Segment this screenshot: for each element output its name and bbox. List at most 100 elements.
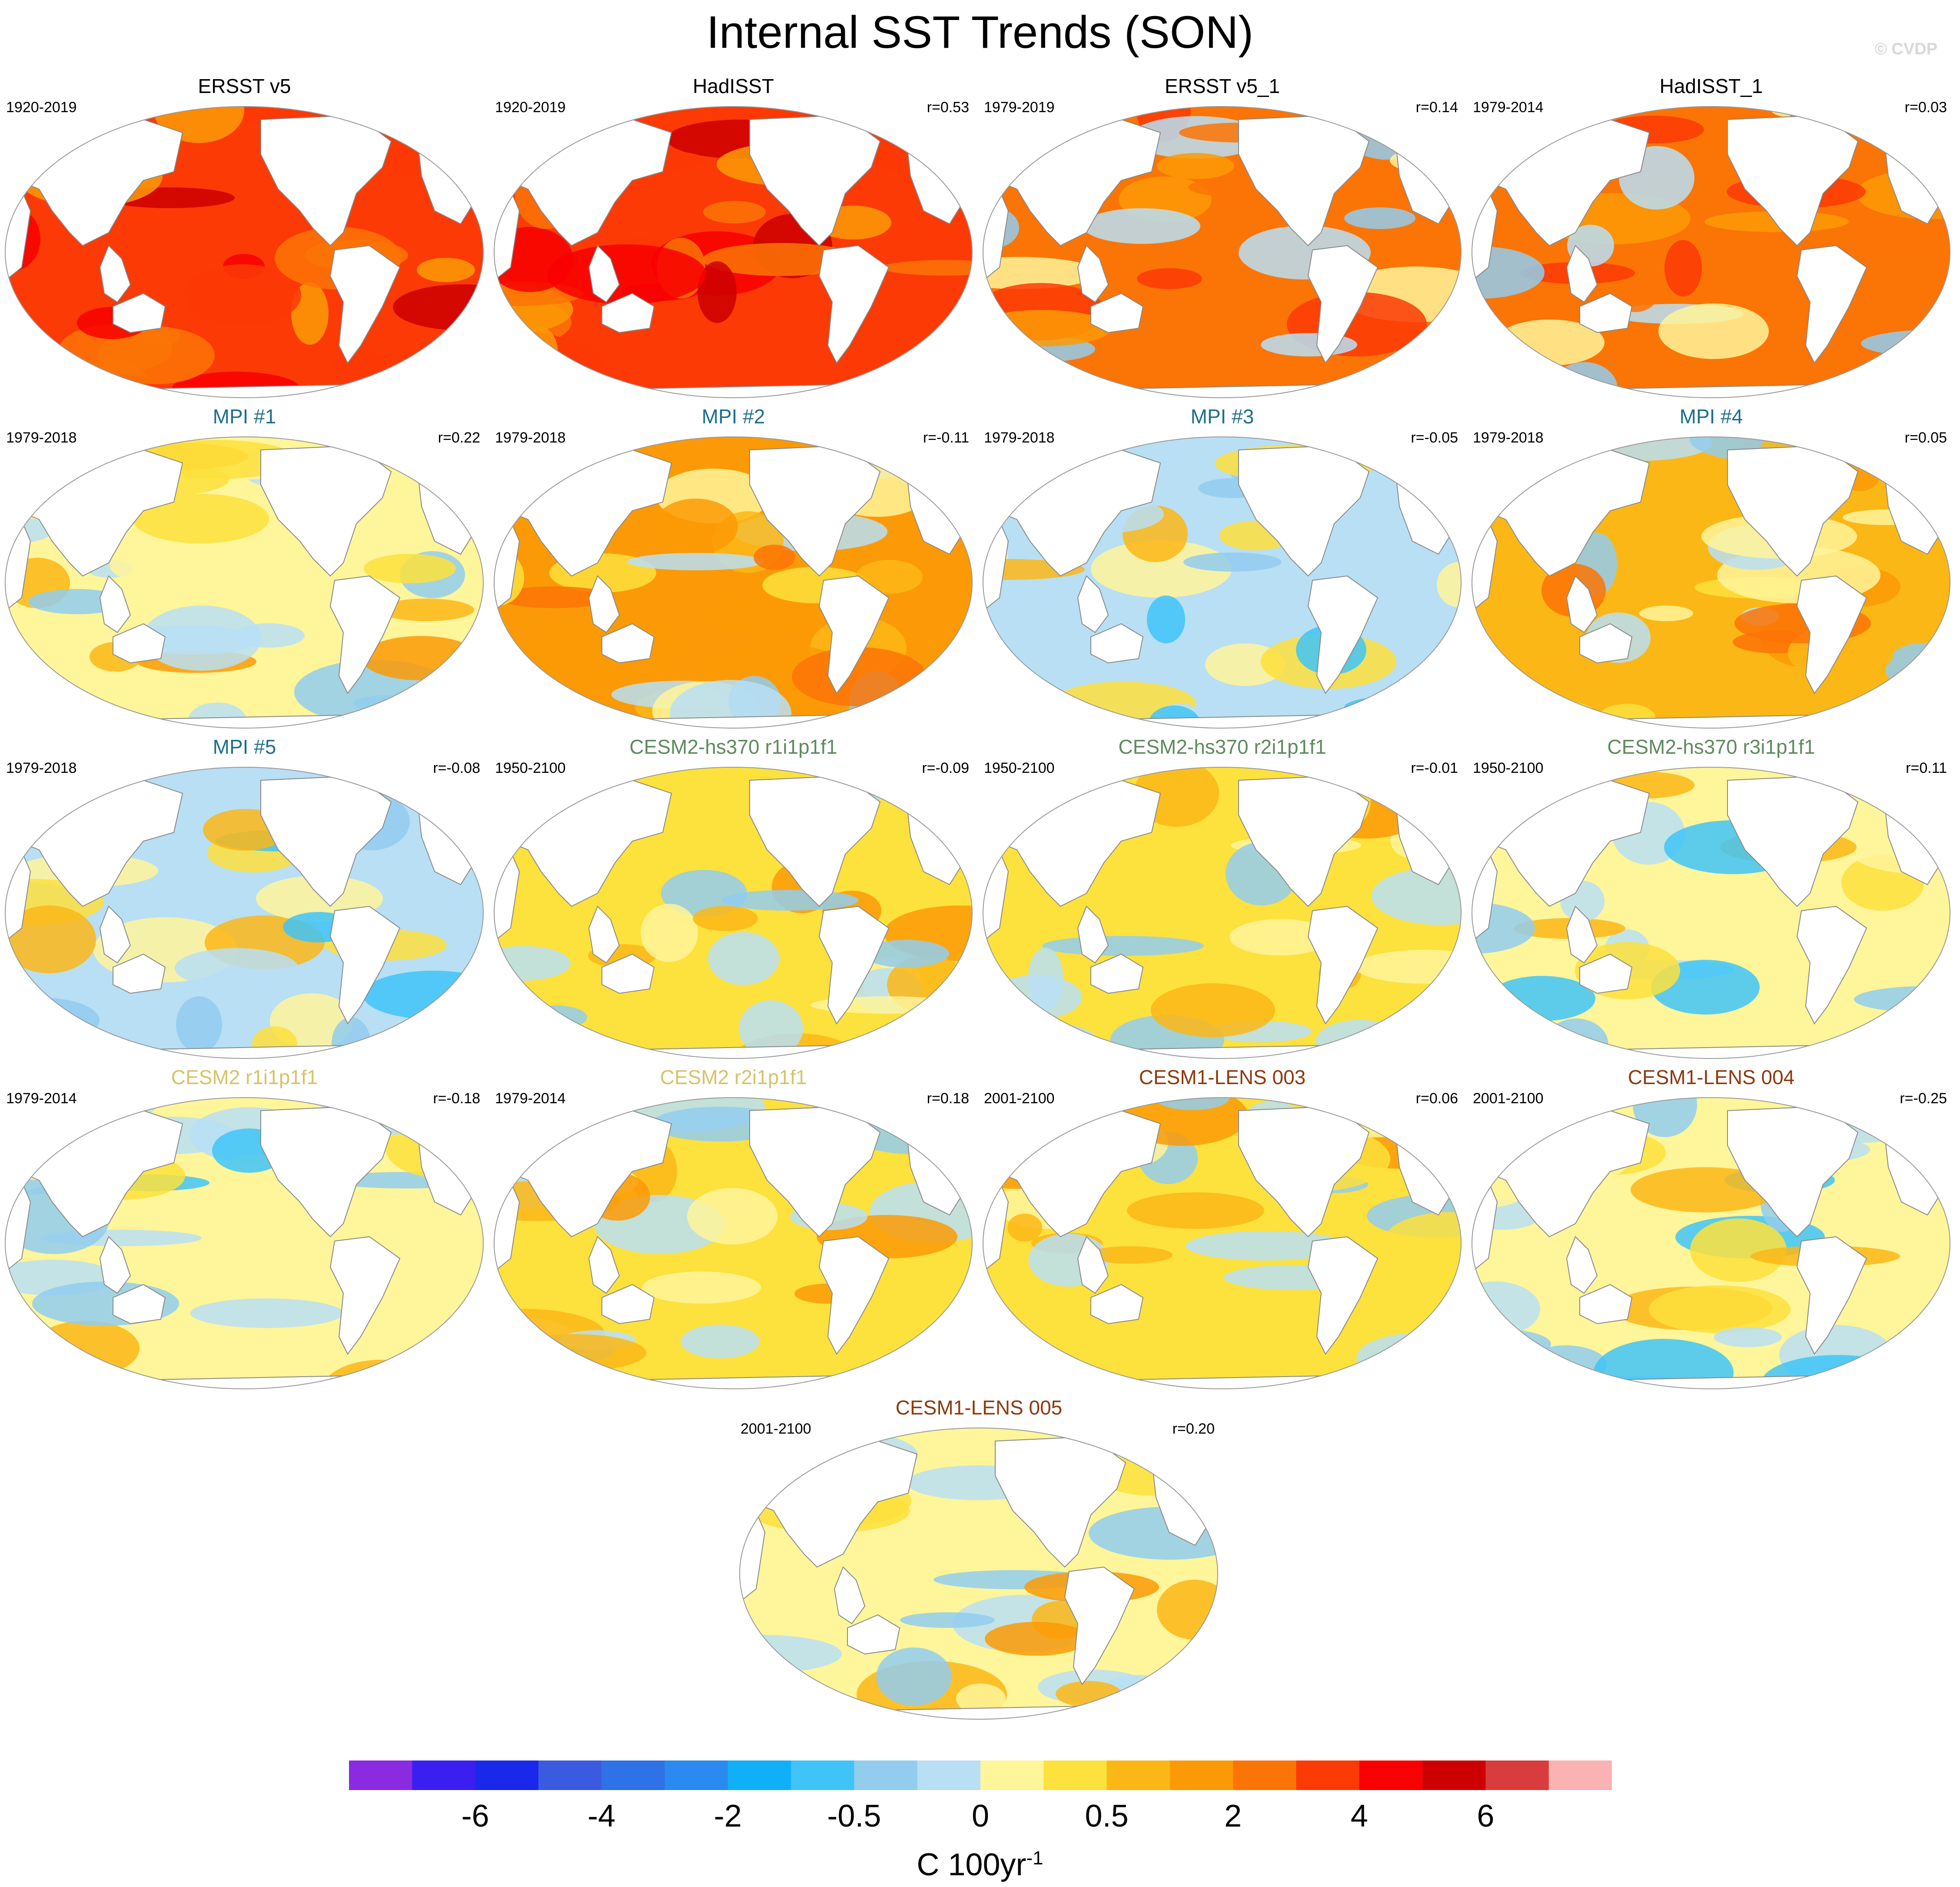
land-mass — [995, 1436, 1126, 1568]
map-panel: CESM1-LENS 003 2001-2100 r=0.06 — [978, 1065, 1467, 1395]
panel-title: MPI #3 — [1190, 405, 1254, 428]
land-mass — [1566, 575, 1598, 633]
land-mass — [588, 575, 620, 633]
world-map — [494, 1097, 973, 1389]
world-map — [1472, 106, 1950, 398]
trend-contour — [1472, 383, 1526, 398]
trend-contour — [1592, 396, 1629, 398]
trend-contour — [661, 870, 747, 917]
map-panel: CESM2 r1i1p1f1 1979-2014 r=-0.18 — [0, 1065, 489, 1395]
trend-contour — [5, 767, 55, 819]
trend-contour — [496, 586, 613, 608]
trend-contour — [1631, 1167, 1780, 1212]
trend-contour — [1900, 1015, 1950, 1040]
ocean-field — [1472, 767, 1950, 1058]
trend-contour — [983, 807, 1006, 861]
colorbar-legend: -6 -4 -2 -0.5 0 0.5 2 4 6 C 100yr-1 — [0, 1761, 1960, 1887]
panel-title: MPI #1 — [213, 405, 276, 428]
world-map — [5, 767, 484, 1059]
trend-contour — [1366, 106, 1434, 143]
trend-contour — [1083, 208, 1200, 244]
units-text: C 100yr — [917, 1847, 1027, 1882]
trend-contour — [1908, 359, 1950, 385]
trend-contour — [642, 1271, 761, 1304]
trend-contour — [1472, 1034, 1589, 1058]
trend-contour — [1805, 386, 1939, 398]
map-outline — [983, 767, 1462, 1059]
trend-contour — [1344, 696, 1461, 719]
world-map — [983, 1097, 1462, 1389]
land-mass — [1090, 293, 1144, 333]
land-mass — [107, 714, 371, 728]
trend-contour — [60, 324, 173, 373]
map-outline — [1472, 106, 1950, 398]
panel-years: 1979-2018 — [6, 760, 77, 776]
land-mass — [601, 953, 655, 994]
world-map — [983, 436, 1462, 729]
map-outline — [1472, 1097, 1950, 1389]
panel-title: HadISST — [693, 75, 774, 97]
colorbar-tick-label: 2 — [1224, 1799, 1242, 1834]
trend-contour — [681, 1325, 760, 1358]
land-mass — [1238, 1105, 1370, 1238]
trend-contour — [409, 1109, 483, 1136]
trend-contour — [708, 932, 779, 985]
map-outline — [1472, 767, 1950, 1059]
trend-contour — [1007, 1214, 1042, 1241]
trend-contour — [33, 1321, 140, 1376]
panel-title: HadISST_1 — [1659, 75, 1763, 97]
land-mass — [818, 1236, 890, 1355]
trend-contour — [5, 905, 96, 973]
panel-years: 1950-2100 — [984, 760, 1055, 776]
panel-years: 1979-2018 — [1473, 429, 1544, 446]
trend-contour — [983, 1008, 1002, 1041]
trend-contour — [1157, 153, 1234, 179]
land-mass — [1727, 114, 1859, 246]
map-panel: CESM2-hs370 r1i1p1f1 1950-2100 r=-0.09 — [489, 735, 978, 1065]
trend-contour — [190, 1298, 343, 1328]
trend-contour — [381, 1248, 483, 1274]
map-outline — [494, 767, 973, 1059]
panel-title: MPI #4 — [1679, 405, 1743, 428]
map-panel: MPI #1 1979-2018 r=0.22 — [0, 404, 489, 735]
map-outline — [494, 1097, 973, 1389]
panel-correlation: r=-0.18 — [433, 1090, 480, 1107]
panel-title: CESM2-hs370 r2i1p1f1 — [1118, 735, 1326, 758]
land-mass — [1574, 714, 1837, 728]
colorbar-swatch — [980, 1761, 1044, 1790]
watermark: © CVDP — [1874, 40, 1937, 58]
land-mass — [818, 245, 890, 364]
trend-contour — [522, 327, 558, 379]
trend-contour — [856, 560, 923, 594]
map-panel: CESM1-LENS 005 2001-2100 r=0.20 — [734, 1395, 1223, 1726]
trend-contour — [417, 258, 475, 282]
trend-contour — [376, 376, 483, 398]
panel-years: 1979-2014 — [495, 1090, 566, 1107]
land-mass — [596, 1045, 860, 1058]
land-mass — [329, 575, 401, 694]
land-mass — [260, 775, 392, 907]
land-mass — [1574, 1375, 1837, 1389]
trend-contour — [1664, 240, 1702, 296]
trend-contour — [739, 1000, 803, 1057]
panel-title: CESM1-LENS 004 — [1628, 1066, 1795, 1088]
trend-contour — [900, 1612, 995, 1628]
panel-correlation: r=-0.25 — [1900, 1090, 1947, 1107]
colorbar-swatch — [1296, 1761, 1360, 1790]
panel-years: 1950-2100 — [495, 760, 566, 776]
land-mass — [1574, 1045, 1837, 1058]
trend-contour — [1472, 569, 1575, 599]
world-map — [494, 767, 973, 1059]
trend-contour — [721, 890, 859, 911]
land-mass — [1796, 575, 1867, 694]
map-outline — [983, 106, 1462, 398]
land-mass — [1077, 905, 1109, 964]
land-mass — [1727, 1105, 1859, 1238]
ocean-field — [983, 437, 1461, 728]
land-mass — [1307, 575, 1379, 694]
land-mass — [1579, 1284, 1633, 1325]
panel-years: 1979-2019 — [984, 99, 1055, 116]
colorbar-swatch — [1106, 1761, 1170, 1790]
trend-contour — [1316, 1020, 1405, 1058]
land-mass — [260, 1105, 392, 1238]
